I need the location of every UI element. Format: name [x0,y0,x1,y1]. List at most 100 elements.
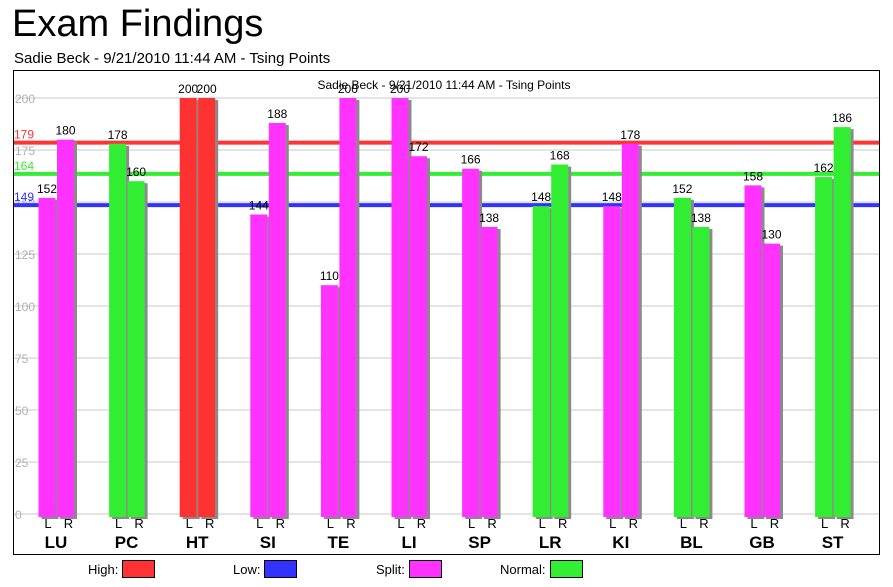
side-label: R [770,516,779,531]
bar-ki-r [621,143,639,517]
side-label: L [115,516,122,531]
data-label: 130 [761,228,781,242]
y-tick-label: 50 [15,404,29,418]
data-label: 200 [338,82,358,96]
side-label: L [397,516,404,531]
bar-ki-l [603,206,621,517]
legend-swatch [549,560,583,578]
side-label: L [186,516,193,531]
data-label: 138 [479,211,499,225]
legend: High: Low: Split: Normal: [0,560,893,582]
legend-swatch [264,560,298,578]
side-label: R [64,516,73,531]
bar-st-r [833,127,851,518]
data-label: 180 [55,124,75,138]
bar-lr-r [551,164,569,517]
data-label: 160 [126,165,146,179]
legend-item: Normal: [500,560,583,578]
legend-label: High: [88,561,119,577]
side-label: R [558,516,567,531]
side-label: L [256,516,263,531]
side-label: R [629,516,638,531]
legend-label: Low: [233,561,261,577]
data-label: 162 [814,161,834,175]
bar-ht-l [179,98,197,517]
bar-pc-r [127,181,145,517]
bar-st-l [815,177,833,518]
bar-lu-r [57,139,74,517]
reference-line-label: 149 [14,190,34,204]
category-label: SP [468,533,491,552]
data-label: 200 [197,82,217,96]
bar-te-r [339,98,357,517]
legend-swatch [408,560,442,578]
page-title: Exam Findings [12,3,264,45]
side-label: R [699,516,708,531]
legend-label: Normal: [500,561,546,577]
data-label: 168 [550,149,570,163]
y-tick-label: 0 [15,508,22,522]
category-label: GB [749,533,775,552]
bar-ht-r [198,98,216,517]
legend-label: Split: [376,561,405,577]
y-tick-label: 25 [15,456,29,470]
bar-li-l [391,98,409,517]
side-label: R [205,516,214,531]
side-label: L [44,516,51,531]
side-label: L [609,516,616,531]
data-label: 158 [743,169,763,183]
legend-item: Low: [233,560,298,578]
category-label: ST [822,533,844,552]
y-tick-label: 100 [15,300,35,314]
data-label: 200 [178,82,198,96]
data-label: 178 [108,128,128,142]
chart-title: Sadie Beck - 9/21/2010 11:44 AM - Tsing … [317,78,570,92]
bar-sp-l [462,168,480,517]
data-label: 148 [602,190,622,204]
legend-swatch [122,560,156,578]
data-label: 152 [37,182,57,196]
bar-li-r [410,156,427,518]
bar-gb-r [763,243,780,517]
y-tick-label: 75 [15,352,29,366]
y-tick-label: 200 [15,92,35,106]
side-label: L [680,516,687,531]
category-label: PC [115,533,139,552]
category-label: LI [401,533,416,552]
category-label: LR [539,533,562,552]
category-label: SI [260,533,276,552]
y-tick-label: 175 [15,144,35,158]
page-subtitle: Sadie Beck - 9/21/2010 11:44 AM - Tsing … [14,50,331,67]
bar-sp-r [480,226,498,517]
category-label: KI [612,533,629,552]
side-label: R [840,516,849,531]
data-label: 144 [249,198,269,212]
bar-lu-l [38,197,56,517]
bar-si-l [250,214,268,518]
data-label: 166 [461,153,481,167]
data-label: 152 [672,182,692,196]
data-label: 138 [691,211,711,225]
data-label: 148 [531,190,551,204]
category-label: LU [45,533,68,552]
legend-item: Split: [376,560,442,578]
side-label: L [468,516,475,531]
y-tick-label: 125 [15,248,35,262]
side-label: L [750,516,757,531]
side-label: L [539,516,546,531]
category-label: HT [186,533,209,552]
bar-gb-l [744,185,762,518]
data-label: 172 [408,140,428,154]
bar-bl-r [692,226,710,517]
bar-te-l [320,285,338,517]
reference-line-label: 179 [14,128,34,142]
data-label: 200 [390,82,410,96]
side-label: R [417,516,426,531]
side-label: R [276,516,285,531]
legend-item: High: [88,560,156,578]
data-label: 186 [832,111,852,125]
bar-pc-l [109,143,127,517]
bar-si-r [268,122,286,518]
data-label: 178 [620,128,640,142]
